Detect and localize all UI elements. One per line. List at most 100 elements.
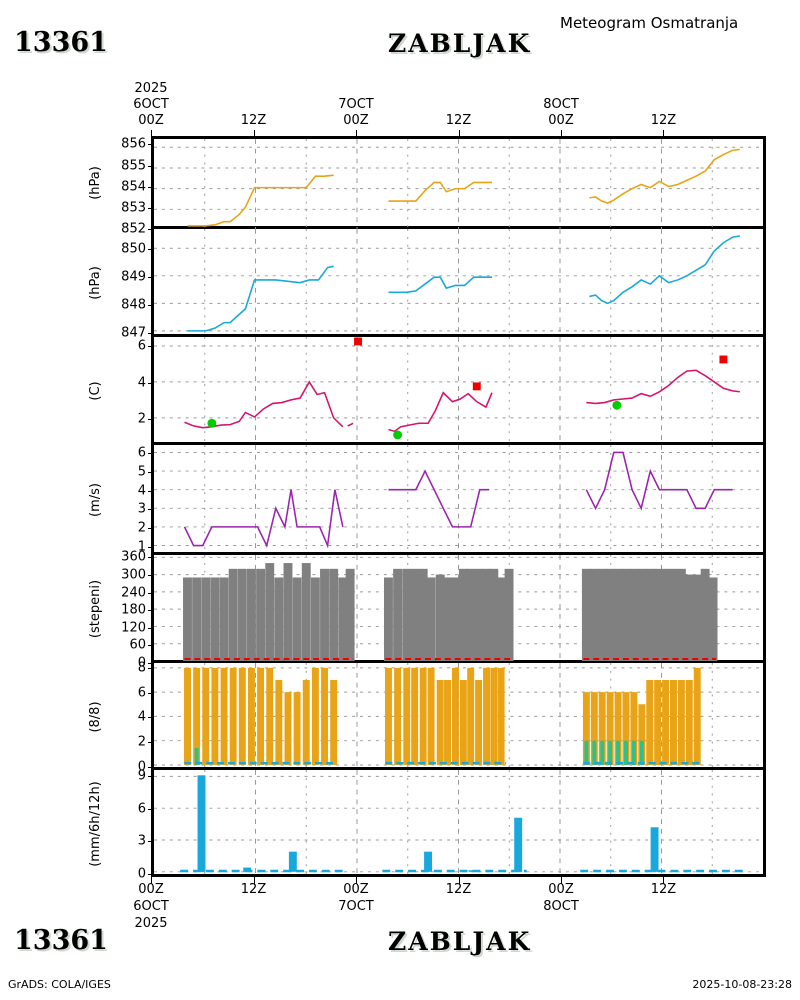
- ytick-label: 120: [121, 620, 146, 636]
- time-tick: [458, 877, 460, 884]
- ytick-label: 0: [137, 759, 146, 775]
- time-label-hour: 00Z: [138, 113, 164, 128]
- ytick-label: 848: [121, 297, 146, 313]
- time-tick: [253, 130, 255, 137]
- ytick-mark: [148, 766, 154, 768]
- ytick-label: 8: [137, 660, 146, 676]
- ytick-mark: [148, 645, 154, 647]
- time-tick: [151, 130, 152, 137]
- ytick-mark: [148, 873, 154, 875]
- yaxis-unit-station-pressure: (hPa): [88, 165, 103, 200]
- ytick-mark: [148, 471, 154, 473]
- ytick-mark: [148, 332, 154, 334]
- ytick-label: 2: [137, 734, 146, 750]
- plot-precipitation: [154, 770, 763, 875]
- ytick-mark: [148, 610, 154, 612]
- ytick-label: 854: [121, 179, 146, 195]
- ytick-mark: [148, 144, 154, 146]
- time-label-hour: 00Z: [343, 882, 369, 897]
- ytick-label: 6: [137, 685, 146, 701]
- yaxis-unit-wind-speed: (m/s): [88, 483, 103, 517]
- time-tick: [151, 877, 152, 884]
- ytick-label: 300: [121, 567, 146, 583]
- ytick-label: 850: [121, 241, 146, 257]
- ytick-mark: [148, 419, 154, 421]
- ytick-mark: [148, 574, 154, 576]
- time-label-hour: 00Z: [343, 113, 369, 128]
- time-tick: [253, 877, 255, 884]
- yaxis-unit-temperature: (C): [88, 381, 103, 401]
- ytick-label: 852: [121, 221, 146, 237]
- ytick-mark: [148, 346, 154, 348]
- panel-station-pressure: [151, 136, 766, 230]
- station-name-bottom: ZABLJAK: [388, 927, 532, 956]
- meteogram-chart: [151, 136, 766, 877]
- ytick-label: 3: [137, 501, 146, 517]
- ytick-mark: [148, 452, 154, 454]
- footer-timestamp: 2025-10-08-23:28: [692, 978, 792, 991]
- ytick-mark: [148, 717, 154, 719]
- time-tick: [355, 877, 357, 884]
- ytick-label: 6: [137, 445, 146, 461]
- meteogram-title: Meteogram Osmatranja: [560, 14, 739, 32]
- panel-wind-direction: [151, 555, 766, 663]
- ytick-mark: [148, 248, 154, 250]
- plot-temperature: [154, 337, 763, 443]
- ytick-label: 6: [137, 338, 146, 354]
- ytick-label: 60: [129, 637, 146, 653]
- ytick-label: 6: [137, 801, 146, 817]
- ytick-mark: [148, 229, 154, 230]
- ytick-label: 2: [137, 520, 146, 536]
- ytick-mark: [148, 776, 154, 778]
- ytick-mark: [148, 528, 154, 530]
- yaxis-unit-cloud-cover: (8/8): [88, 700, 103, 733]
- panel-reduced-pressure: [151, 229, 766, 337]
- ytick-label: 180: [121, 602, 146, 618]
- panel-temperature: [151, 337, 766, 445]
- yaxis-temperature: 2 4 6: [104, 337, 154, 445]
- yaxis-cloud-cover: 0 2 4 6 8: [104, 660, 154, 774]
- ytick-mark: [148, 808, 154, 810]
- ytick-mark: [148, 490, 154, 492]
- ytick-label: 240: [121, 585, 146, 601]
- footer-credit: GrADS: COLA/IGES: [8, 978, 111, 991]
- ytick-mark: [148, 692, 154, 694]
- ytick-label: 5: [137, 464, 146, 480]
- ytick-label: 853: [121, 200, 146, 216]
- ytick-mark: [148, 509, 154, 511]
- plot-cloud-cover: [154, 663, 763, 768]
- time-tick: [355, 130, 357, 137]
- time-tick: [561, 130, 563, 137]
- time-label-hour: 00Z: [548, 882, 574, 897]
- time-label-hour: 12Z: [445, 113, 472, 128]
- yaxis-station-pressure: 852 853 854 855 856: [104, 136, 154, 237]
- time-label-day: 6OCT: [133, 899, 169, 914]
- ytick-mark: [148, 841, 154, 843]
- time-label-hour: 12Z: [240, 882, 267, 897]
- ytick-mark: [148, 742, 154, 744]
- ytick-label: 4: [137, 483, 146, 499]
- panel-cloud-cover: [151, 663, 766, 770]
- yaxis-reduced-pressure: 847 848 849 850: [104, 229, 154, 340]
- time-label-day: 7OCT: [338, 899, 374, 914]
- ytick-mark: [148, 165, 154, 167]
- ytick-mark: [148, 186, 154, 188]
- ytick-mark: [148, 667, 154, 669]
- time-label-day: 6OCT: [133, 97, 169, 112]
- yaxis-unit-reduced-pressure: (hPa): [88, 266, 103, 300]
- time-label-hour: 12Z: [650, 113, 677, 128]
- time-tick: [458, 130, 460, 137]
- station-name-top: ZABLJAK: [388, 29, 532, 58]
- panel-wind-speed: [151, 445, 766, 555]
- time-label-day: 8OCT: [543, 97, 579, 112]
- time-label-hour: 12Z: [445, 882, 472, 897]
- ytick-label: 0: [137, 655, 146, 671]
- time-label-hour: 00Z: [138, 882, 164, 897]
- ytick-mark: [148, 304, 154, 306]
- time-tick: [663, 877, 665, 884]
- station-id-top: 13361: [14, 27, 108, 58]
- ytick-label: 4: [137, 709, 146, 725]
- plot-station-pressure: [154, 139, 763, 230]
- ytick-label: 9: [137, 768, 146, 784]
- time-label-year: 2025: [134, 916, 168, 931]
